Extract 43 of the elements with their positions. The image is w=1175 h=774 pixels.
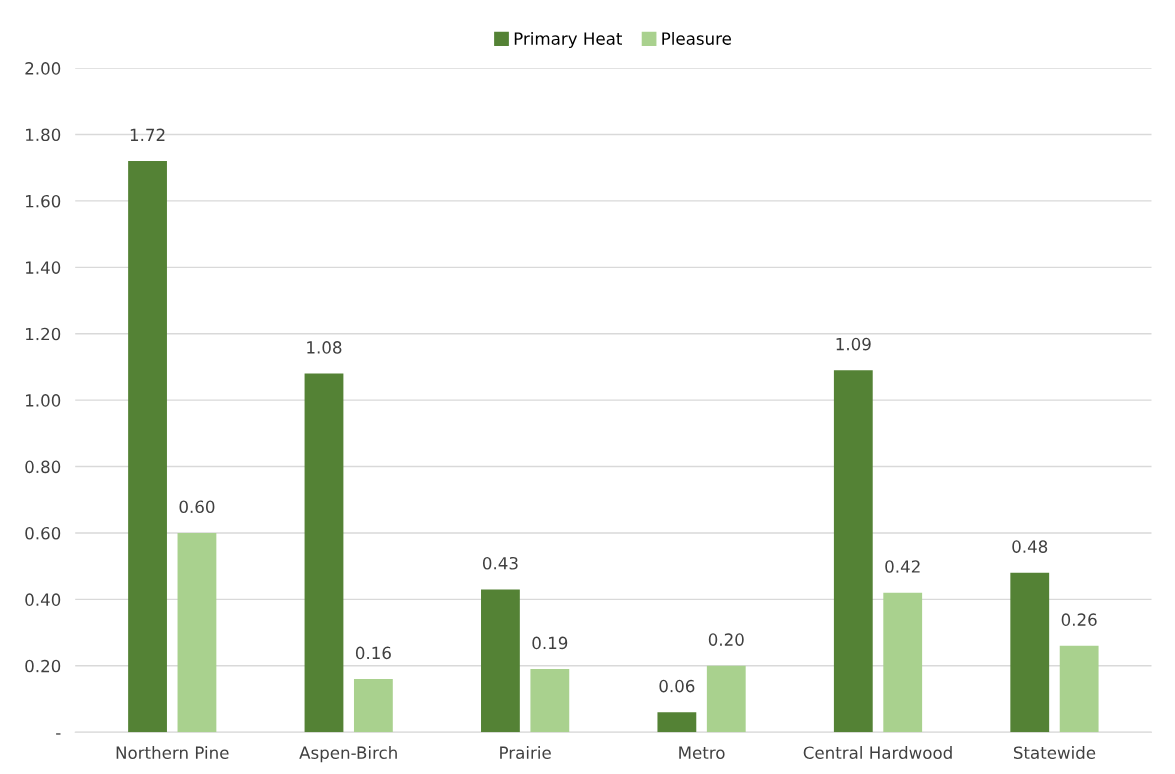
data-label: 0.06 (659, 679, 695, 693)
y-tick-label: 1.80 (26, 128, 61, 142)
data-label: 0.20 (708, 633, 744, 646)
y-tick-label: 0.20 (25, 659, 61, 673)
bar (353, 679, 393, 733)
legend-label: Primary Heat (514, 31, 623, 49)
data-label: 0.60 (179, 500, 215, 514)
data-label: 0.42 (885, 560, 920, 573)
bar (706, 665, 746, 733)
data-label: 1.09 (836, 337, 871, 351)
data-label: 0.26 (1061, 613, 1097, 626)
data-label: 0.43 (482, 556, 518, 570)
data-label: 1.08 (307, 341, 342, 354)
bar (304, 373, 344, 733)
bar (530, 669, 570, 733)
y-tick-label: 1.60 (26, 194, 61, 208)
data-label: 0.19 (532, 636, 568, 650)
data-label: 1.72 (130, 128, 165, 141)
data-label: 0.16 (355, 646, 391, 660)
x-tick-label: Northern Pine (116, 746, 229, 759)
bar (657, 712, 697, 733)
bar (1010, 572, 1050, 733)
bar (128, 161, 167, 733)
bar (481, 589, 520, 733)
y-tick-label: 1.00 (26, 394, 61, 407)
x-tick-label: Statewide (1013, 746, 1096, 759)
bar (833, 370, 873, 733)
data-label: 0.48 (1012, 540, 1048, 553)
bar (1059, 645, 1099, 733)
x-tick-label: Central Hardwood (803, 746, 952, 759)
x-tick-label: Aspen-Birch (299, 746, 397, 763)
y-tick-label: - (56, 733, 61, 735)
x-tick-label: Metro (679, 746, 725, 759)
y-tick-label: 1.40 (26, 261, 61, 274)
bar (883, 592, 923, 733)
y-tick-label: 0.80 (25, 460, 61, 474)
y-tick-label: 0.40 (25, 593, 61, 606)
legend-label: Pleasure (662, 31, 731, 45)
bar (177, 532, 217, 733)
y-tick-label: 2.00 (25, 62, 61, 75)
x-tick-label: Prairie (500, 746, 551, 759)
y-tick-label: 0.60 (25, 526, 61, 540)
y-tick-label: 1.20 (26, 327, 61, 341)
